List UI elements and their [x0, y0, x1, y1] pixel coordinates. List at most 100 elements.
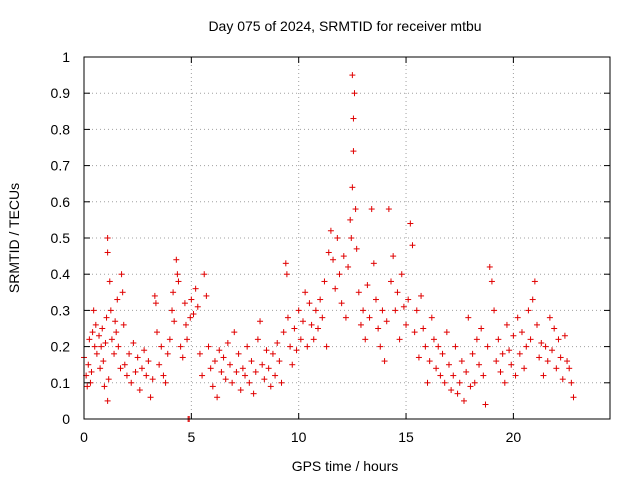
- data-point: [325, 249, 332, 256]
- x-tick-label: 0: [80, 429, 88, 445]
- data-point: [113, 329, 120, 336]
- data-point: [534, 321, 541, 328]
- data-point: [422, 343, 429, 350]
- data-point: [319, 314, 326, 321]
- data-point: [190, 311, 197, 318]
- data-point: [348, 235, 355, 241]
- data-point: [162, 379, 169, 386]
- data-point: [366, 314, 373, 321]
- data-point: [484, 343, 491, 350]
- data-point: [551, 325, 558, 332]
- data-point: [441, 379, 448, 386]
- data-point: [409, 242, 416, 249]
- data-points: [81, 72, 577, 422]
- data-point: [226, 361, 233, 368]
- data-point: [413, 307, 420, 314]
- data-point: [342, 314, 349, 321]
- data-point: [405, 296, 412, 303]
- data-point: [259, 361, 266, 368]
- data-point: [209, 383, 216, 390]
- data-point: [293, 347, 300, 354]
- data-point: [98, 343, 105, 350]
- data-point: [252, 368, 259, 375]
- data-point: [111, 350, 118, 357]
- data-point: [439, 350, 446, 357]
- x-tick-label: 10: [291, 429, 307, 445]
- data-point: [269, 350, 276, 357]
- data-point: [516, 350, 523, 357]
- data-point: [103, 314, 110, 321]
- data-point: [141, 347, 148, 354]
- data-point: [347, 216, 354, 223]
- data-point: [299, 318, 306, 325]
- data-point: [261, 376, 268, 383]
- data-point: [187, 314, 194, 321]
- data-point: [246, 379, 253, 386]
- data-point: [201, 271, 208, 278]
- data-point: [216, 347, 223, 354]
- data-point: [283, 271, 290, 278]
- data-point: [184, 336, 191, 343]
- data-point: [170, 289, 177, 296]
- data-point: [84, 383, 91, 390]
- data-point: [396, 336, 403, 343]
- data-point: [351, 90, 358, 97]
- data-point: [280, 329, 287, 336]
- data-point: [188, 296, 195, 303]
- data-point: [566, 365, 573, 372]
- data-point: [355, 289, 362, 296]
- data-point: [244, 343, 251, 350]
- data-point: [321, 278, 328, 285]
- y-tick-label: 0.9: [51, 85, 71, 101]
- data-point: [368, 206, 375, 213]
- x-tick-label: 15: [398, 429, 414, 445]
- data-point: [398, 271, 405, 278]
- axis-ticks: 00.10.20.30.40.50.60.70.80.910 5 10 15 20: [51, 49, 610, 445]
- data-point: [435, 343, 442, 350]
- data-point: [85, 361, 92, 368]
- data-point: [158, 343, 165, 350]
- data-point: [525, 307, 532, 314]
- data-point: [437, 372, 444, 379]
- data-point: [89, 329, 96, 336]
- data-point: [152, 300, 159, 307]
- data-point: [428, 314, 435, 321]
- data-point: [538, 339, 545, 346]
- data-point: [263, 347, 270, 354]
- data-point: [231, 329, 238, 336]
- data-point: [287, 343, 294, 350]
- data-point: [149, 376, 156, 383]
- data-point: [332, 285, 339, 292]
- data-point: [383, 318, 390, 325]
- data-point: [388, 278, 395, 285]
- data-point: [199, 372, 206, 379]
- data-point: [242, 372, 249, 379]
- y-tick-label: 1: [62, 49, 70, 65]
- data-point: [349, 72, 356, 79]
- data-point: [218, 368, 225, 375]
- data-point: [132, 368, 139, 375]
- data-point: [501, 379, 508, 386]
- data-point: [233, 368, 240, 375]
- data-point: [360, 307, 367, 314]
- data-point: [254, 336, 261, 343]
- data-point: [99, 325, 106, 332]
- data-point: [454, 390, 461, 397]
- data-point: [557, 354, 564, 361]
- data-point: [114, 296, 121, 303]
- y-tick-label: 0.7: [51, 158, 71, 174]
- data-point: [338, 300, 345, 307]
- data-point: [257, 318, 264, 325]
- data-point: [357, 321, 364, 328]
- data-point: [312, 307, 319, 314]
- data-point: [542, 343, 549, 350]
- data-point: [394, 289, 401, 296]
- data-point: [503, 321, 510, 328]
- y-tick-label: 0.1: [51, 375, 71, 391]
- data-point: [362, 336, 369, 343]
- data-point: [156, 361, 163, 368]
- data-point: [506, 347, 513, 354]
- data-point: [304, 343, 311, 350]
- data-point: [561, 332, 568, 339]
